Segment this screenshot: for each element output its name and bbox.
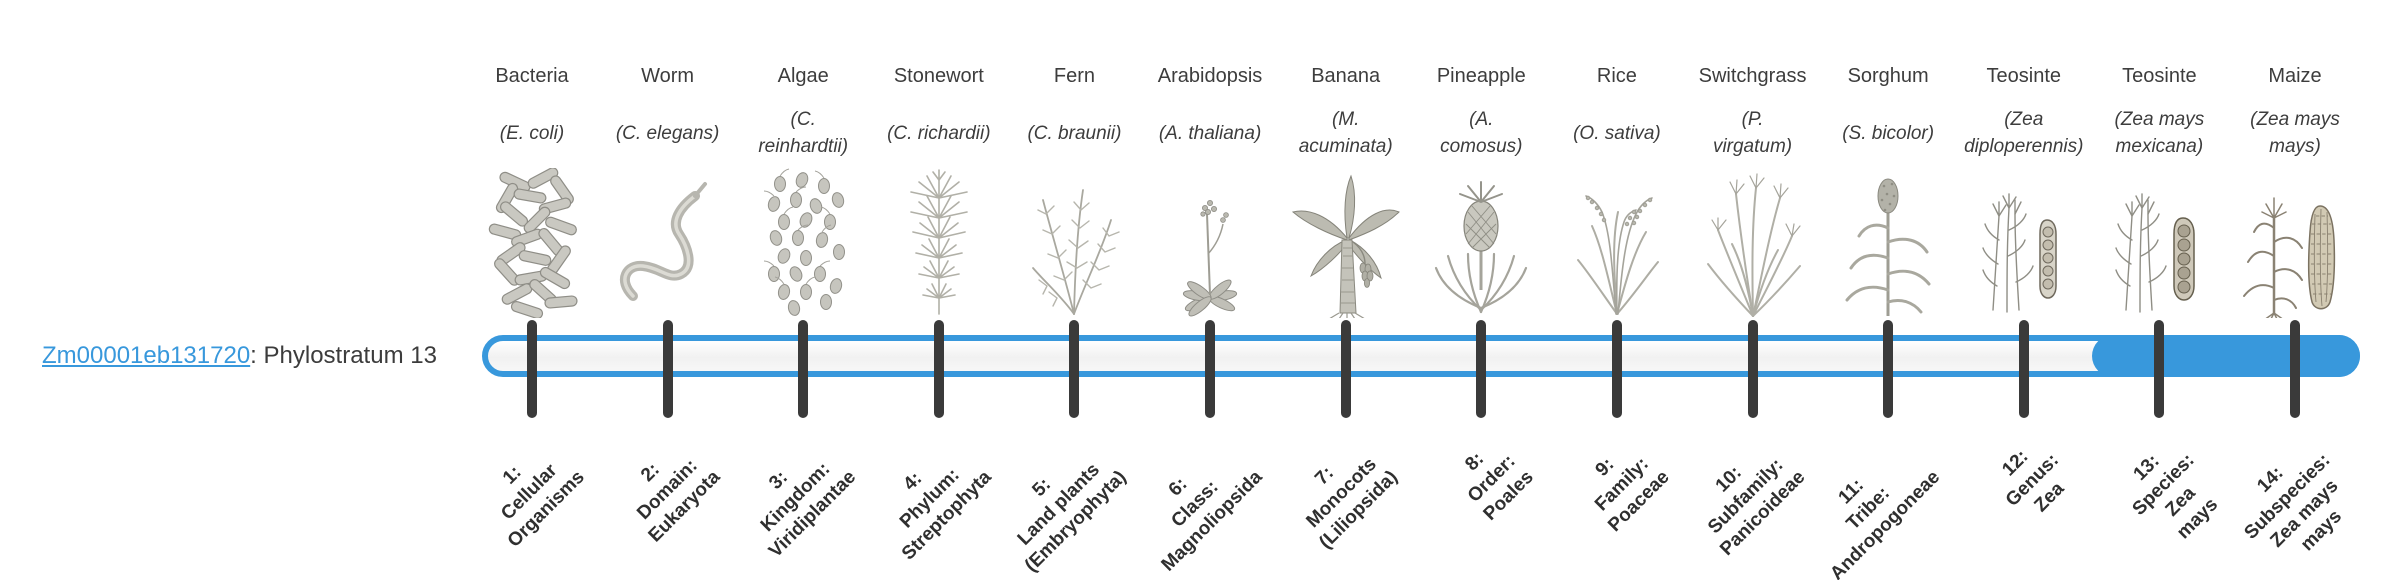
gene-id-link[interactable]: Zm00001eb131720 [42,342,251,369]
taxon-latin-name: (Zea diploperennis) [1964,109,2084,157]
taxon-illustration [1551,166,1683,318]
stonewort-illustration-icon [910,169,968,315]
fern-illustration-icon [1032,189,1121,315]
taxon-illustration [2093,166,2225,318]
stratum-label: 3: Kingdom: Viridiplantae [756,458,860,562]
maize-illustration-icon [2243,197,2336,318]
taxon-tick-mark [1883,320,1894,418]
teosinte-mexicana-illustration-icon [2115,193,2196,313]
bacteria-illustration-icon [488,168,578,318]
timeline-bar [482,335,2360,377]
timeline-bar-filled-range [2091,335,2360,377]
stratum-label: 8: Order: Poales [1461,448,1538,525]
taxon-illustration [1822,166,1954,318]
taxon-illustration [1958,166,2090,318]
taxon-common-name: Teosinte [2122,65,2197,87]
taxon-latin-name: (A. thaliana) [1158,122,1262,144]
arabidopsis-illustration-icon [1182,200,1238,317]
worm-illustration-icon [619,182,707,301]
taxon-illustration [1280,166,1412,318]
stratum-label: 2: Domain: Eukaryota [632,455,725,547]
taxon-latin-name: (C. reinhardtii) [758,109,849,157]
taxon-illustration [466,166,598,318]
taxon-tick-mark [2018,320,2029,418]
taxon-latin-name: (S. bicolor) [1842,122,1935,144]
taxon-illustration [1415,166,1547,318]
taxon-common-name: Maize [2268,65,2322,87]
stratum-label: 6: Class: Magnoliopsida [1157,466,1267,576]
gene-label: Zm00001eb131720: Phylostratum 13 [42,341,437,371]
taxon-common-name: Algae [777,65,829,87]
taxon-latin-name: (Zea mays mays) [2250,109,2340,157]
gene-phylostratum-text: : Phylostratum 13 [250,342,437,369]
stratum-label: 11: Tribe: Andropogoneae [1826,466,1945,580]
stratum-label: 14: Subspecies: Zea mays mays [2240,449,2347,556]
taxon-tick-mark [1205,320,1216,418]
taxon-latin-name: (E. coli) [499,122,565,144]
taxon-tick-mark [1747,320,1758,418]
taxon-tick-mark [933,320,944,418]
taxon-latin-name: (Zea mays mexicana) [2114,109,2205,157]
taxon-common-name: Fern [1053,65,1096,87]
taxon-illustration [1687,166,1819,318]
rice-illustration-icon [1576,195,1659,315]
taxon-illustration [1144,166,1276,318]
taxon-tick-mark [1476,320,1487,418]
taxon-tick-mark [1340,320,1351,418]
taxon-latin-name: (C. elegans) [615,122,720,144]
taxon-tick-mark [798,320,809,418]
stratum-label: 13: Species: Zea mays [2128,449,2223,544]
taxon-illustration [873,166,1005,318]
taxon-latin-name: (M. acuminata) [1298,109,1393,157]
taxon-illustration [602,166,734,318]
taxon-latin-name: (C. richardii) [887,122,991,144]
taxon-latin-name: (O. sativa) [1573,122,1661,144]
taxon-illustration [1008,166,1140,318]
taxon-common-name: Switchgrass [1698,65,1807,87]
pineapple-illustration-icon [1435,181,1528,314]
taxon-common-name: Teosinte [1986,65,2062,87]
taxon-tick-mark [2290,320,2300,418]
stratum-label: 9: Family: Poaceae [1590,453,1674,537]
taxon-common-name: Stonewort [893,65,984,87]
switchgrass-illustration-icon [1706,173,1801,317]
banana-illustration-icon [1291,174,1400,318]
taxon-illustration [2229,166,2361,318]
taxon-common-name: Bacteria [495,65,569,87]
taxon-common-name: Rice [1596,65,1637,87]
taxon-common-name: Banana [1311,65,1381,87]
taxon-tick-mark [662,320,673,418]
taxon-tick-mark [1069,320,1080,418]
taxon-latin-name: (P. virgatum) [1712,109,1793,157]
taxon-common-name: Pineapple [1436,65,1526,87]
stratum-label: 12: Genus: Zea [1998,446,2069,517]
teosinte-diploperennis-illustration-icon [1982,193,2057,313]
taxon-tick-mark [527,320,537,418]
stratum-label: 10: Subfamily: Panicoideae [1703,454,1810,560]
stratum-label: 5: Land plants (Embryophyta) [1014,459,1131,577]
algae-illustration-icon [764,168,846,316]
taxon-tick-mark [2154,320,2165,418]
taxon-common-name: Arabidopsis [1157,65,1263,87]
taxon-latin-name: (C. braunii) [1027,122,1122,144]
stratum-label: 4: Phylum: Streptophyta [895,464,996,565]
sorghum-illustration-icon [1845,178,1931,316]
stratum-label: 1: Cellular Organisms [496,460,589,552]
taxon-illustration [737,166,869,318]
taxon-common-name: Worm [641,65,695,87]
taxon-tick-mark [1611,320,1622,418]
taxon-common-name: Sorghum [1847,65,1929,87]
stratum-label: 7: Monocots (Liliopsida) [1302,453,1403,554]
taxon-latin-name: (A. comosus) [1440,109,1523,157]
